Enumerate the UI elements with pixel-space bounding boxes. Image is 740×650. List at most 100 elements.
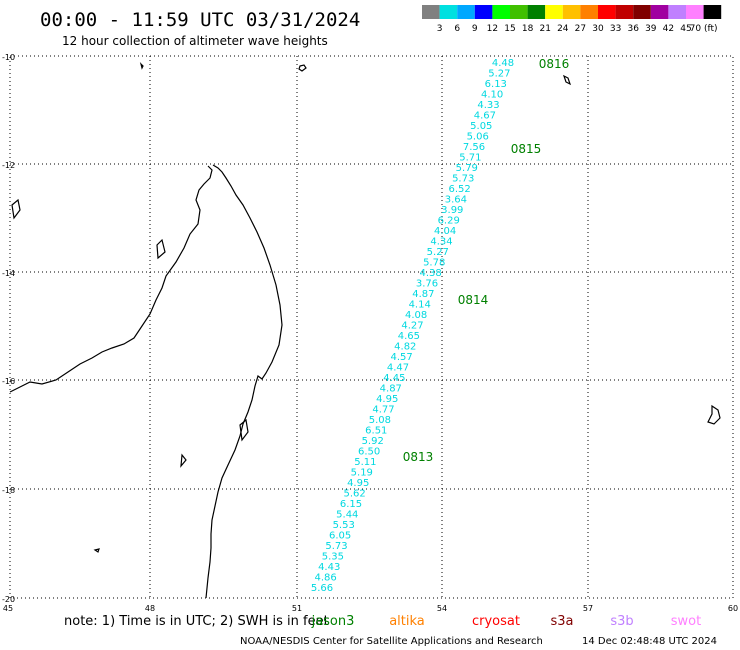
- scale-swatch: [633, 5, 651, 19]
- scale-tick-label: 27: [575, 24, 586, 34]
- scale-swatch: [703, 5, 722, 19]
- scale-swatch: [615, 5, 634, 19]
- lat-label: -18: [2, 486, 15, 495]
- east-islet: [562, 74, 572, 86]
- wave-height-value: 5.35: [322, 552, 344, 563]
- satellite-legend-altika: altika: [389, 614, 425, 629]
- pass-label: 0813: [403, 450, 434, 464]
- lat-label: -20: [2, 595, 15, 604]
- wave-height-value: 3.76: [416, 279, 438, 290]
- map-title: 00:00 - 11:59 UTC 03/31/2024: [40, 9, 360, 31]
- wave-height-value: 6.29: [438, 216, 460, 227]
- scale-tick-label: 21: [539, 24, 550, 34]
- coastlines: [9, 62, 721, 599]
- wave-height-value: 4.27: [401, 321, 423, 332]
- wave-height-value: 5.71: [459, 153, 481, 164]
- lon-label: 57: [583, 604, 593, 613]
- lon-label: 48: [145, 604, 155, 613]
- wave-height-value: 3.99: [441, 205, 463, 216]
- small-islet-6: [156, 238, 166, 260]
- map-frame: [9, 55, 734, 599]
- scale-swatch: [580, 5, 598, 19]
- wave-height-value: 7.56: [463, 142, 485, 153]
- scale-swatch: [545, 5, 563, 19]
- wave-height-value: 6.13: [485, 79, 507, 90]
- wave-height-value: 5.19: [351, 468, 373, 479]
- wave-height-value: 4.43: [318, 562, 340, 573]
- wave-height-value: 6.05: [329, 531, 351, 542]
- scale-tick-label: 39: [645, 24, 657, 34]
- scale-tick-label: 9: [472, 24, 478, 34]
- wave-height-value: 6.52: [448, 184, 470, 195]
- scale-tick-label: 36: [627, 24, 639, 34]
- small-islet-1: [11, 198, 21, 220]
- latitude-labels: -10 -12 -14 -16 -18 -20: [2, 53, 15, 604]
- wave-height-value: 5.62: [343, 489, 365, 500]
- lon-label: 45: [3, 604, 13, 613]
- lat-label: -14: [2, 269, 15, 278]
- wave-height-value: 4.48: [492, 58, 514, 69]
- reunion-mauritius-islet: [707, 404, 721, 425]
- scale-tick-label: 3: [437, 24, 443, 34]
- north-islet: [298, 64, 307, 72]
- wave-height-value: 3.64: [445, 195, 467, 206]
- lat-label: -16: [2, 377, 15, 386]
- scale-tick-label: 12: [487, 24, 498, 34]
- scale-swatch: [562, 5, 581, 19]
- small-islet-5: [139, 62, 144, 70]
- note-text: note: 1) Time is in UTC; 2) SWH is in fe…: [64, 614, 329, 629]
- scale-tick-label: 33: [610, 24, 621, 34]
- longitude-labels: 45 48 51 54 57 60: [3, 604, 738, 613]
- wave-height-value: 5.06: [467, 132, 489, 143]
- wave-height-value: 5.27: [488, 69, 510, 80]
- wave-height-value: 4.33: [477, 100, 499, 111]
- small-islet-4: [93, 548, 100, 553]
- wave-height-value: 4.34: [430, 237, 452, 248]
- wave-height-value: 4.14: [409, 300, 431, 311]
- wave-height-value: 5.73: [325, 541, 347, 552]
- wave-height-value: 6.50: [358, 447, 380, 458]
- scale-swatch: [457, 5, 475, 19]
- scale-swatch: [439, 5, 458, 19]
- scale-swatch: [598, 5, 616, 19]
- wave-height-value: 5.05: [470, 121, 492, 132]
- scale-swatch: [668, 5, 686, 19]
- wave-height-value: 4.47: [387, 363, 409, 374]
- scale-swatch: [510, 5, 528, 19]
- wave-height-value: 6.15: [340, 499, 362, 510]
- wave-height-value: 4.10: [481, 90, 503, 101]
- wave-height-value: 4.57: [390, 352, 412, 363]
- satellite-legend-swot: swot: [671, 614, 701, 629]
- wave-height-value: 5.79: [456, 163, 478, 174]
- map-subtitle: 12 hour collection of altimeter wave hei…: [62, 34, 328, 48]
- scale-tick-label: 30: [592, 24, 604, 34]
- wave-height-value: 5.78: [423, 258, 445, 269]
- wave-height-value: 5.44: [336, 510, 358, 521]
- wave-height-value: 4.82: [394, 342, 416, 353]
- wave-height-value: 4.67: [474, 111, 496, 122]
- scale-tick-label: 24: [557, 24, 569, 34]
- wave-height-value: 4.08: [405, 310, 427, 321]
- wave-height-value: 4.65: [398, 331, 420, 342]
- lon-label: 60: [728, 604, 738, 613]
- scale-swatch: [650, 5, 669, 19]
- scale-tick-label: 45: [680, 24, 691, 34]
- pass-label: 0815: [511, 142, 542, 156]
- wave-height-value: 4.95: [347, 478, 369, 489]
- scale-tick-label: 6: [454, 24, 460, 34]
- wave-height-value: 5.53: [333, 520, 355, 531]
- scale-tick-label: 42: [663, 24, 674, 34]
- scale-tick-label: 18: [522, 24, 534, 34]
- footer-timestamp: 14 Dec 02:48:48 UTC 2024: [582, 636, 717, 647]
- wave-height-value: 4.95: [376, 394, 398, 405]
- satellite-legend-jason3: jason3: [311, 614, 355, 629]
- scale-swatch: [527, 5, 546, 19]
- small-islet-3: [239, 418, 249, 442]
- wave-height-value: 4.87: [412, 289, 434, 300]
- scale-swatch: [492, 5, 510, 19]
- wave-height-value: 4.38: [419, 268, 441, 279]
- satellite-legend-s3a: s3a: [550, 614, 573, 629]
- wave-height-value: 4.77: [372, 405, 394, 416]
